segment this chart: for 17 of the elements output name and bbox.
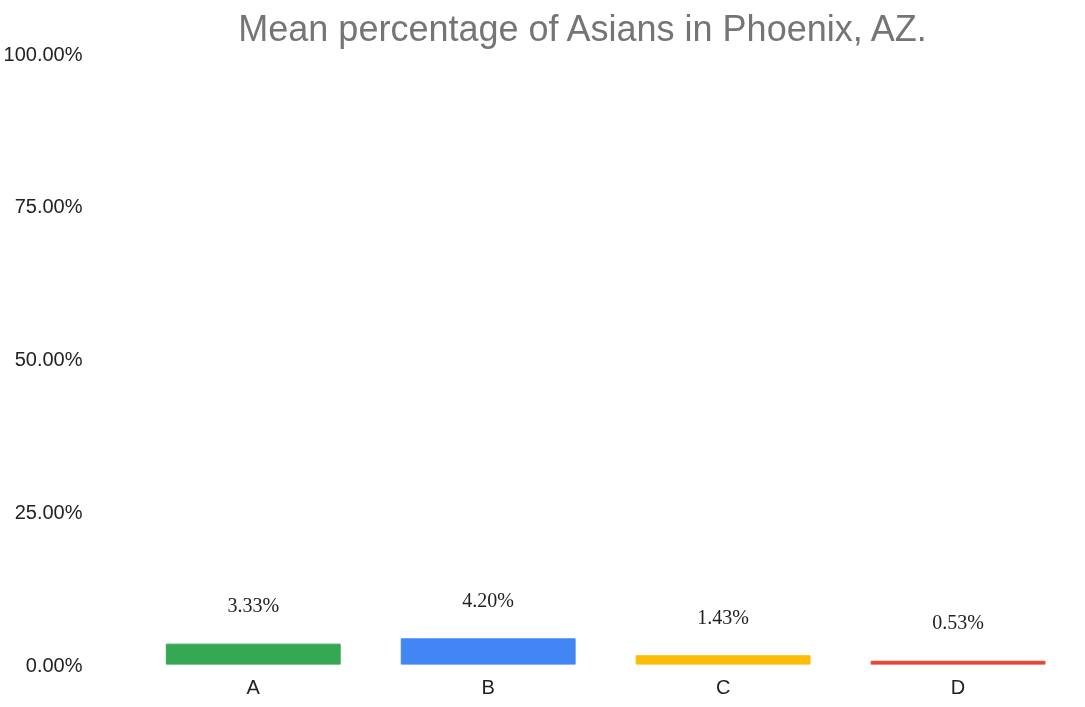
data-label: 1.43% (697, 605, 749, 628)
x-tick-label: A (246, 675, 261, 698)
data-label: 3.33% (227, 594, 280, 617)
bar (400, 638, 576, 665)
bar (635, 655, 811, 665)
y-tick-label: 0.00% (25, 653, 83, 676)
data-label: 0.53% (932, 611, 984, 634)
y-tick-label: 100.00% (3, 42, 83, 65)
chart-title: Mean percentage of Asians in Phoenix, AZ. (238, 7, 927, 49)
x-tick-label: B (481, 675, 495, 698)
y-tick-label: 75.00% (14, 195, 83, 218)
x-tick-label: D (950, 675, 966, 698)
bar (165, 643, 341, 665)
y-tick-label: 50.00% (14, 348, 83, 370)
x-tick-label: C (715, 675, 731, 698)
y-tick-label: 25.00% (14, 500, 83, 523)
data-label: 4.20% (462, 588, 515, 611)
